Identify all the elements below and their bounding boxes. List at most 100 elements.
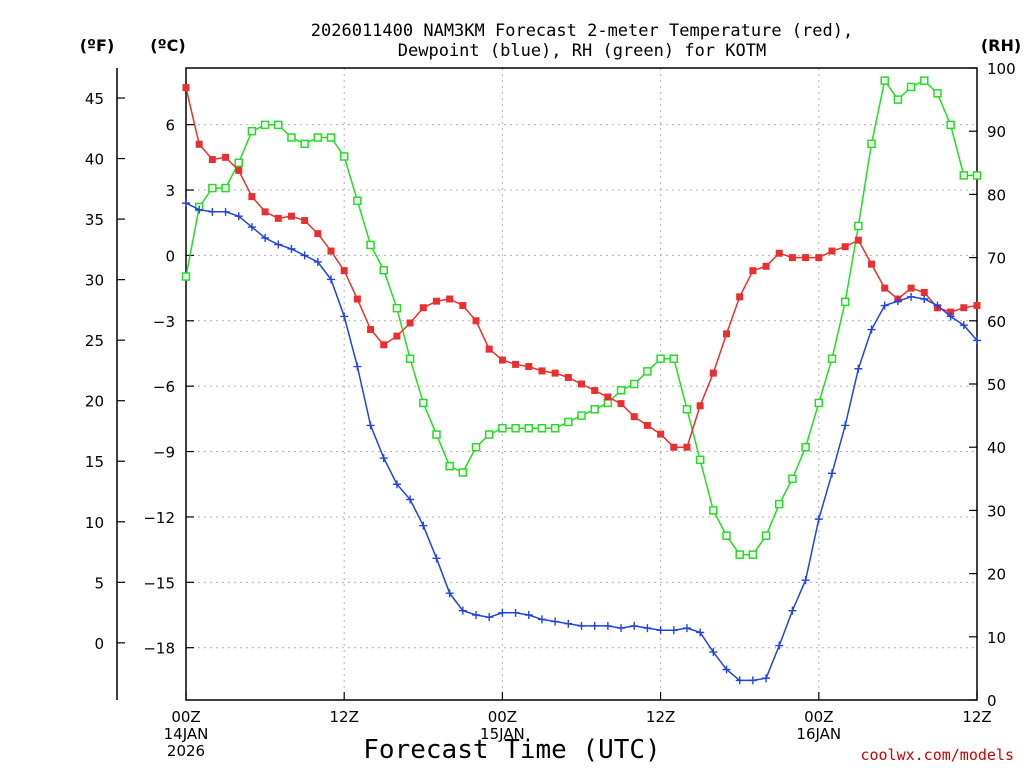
data-point xyxy=(880,301,889,310)
data-point xyxy=(511,608,520,617)
data-point xyxy=(788,606,797,615)
data-point xyxy=(222,153,230,161)
data-point xyxy=(498,608,507,617)
data-point xyxy=(472,611,481,620)
f-tick-label: 35 xyxy=(85,211,104,229)
data-point xyxy=(248,193,256,201)
data-point xyxy=(221,183,230,193)
data-point xyxy=(326,133,336,142)
data-point xyxy=(669,626,678,635)
data-point xyxy=(841,421,850,430)
data-point xyxy=(432,297,440,305)
data-point xyxy=(195,205,204,214)
rh-tick-label: 0 xyxy=(987,692,997,710)
data-point xyxy=(485,345,493,353)
data-point xyxy=(960,304,968,312)
data-point xyxy=(867,325,876,334)
c-tick-label: 6 xyxy=(165,117,175,135)
data-point xyxy=(458,606,467,615)
data-point xyxy=(604,393,612,401)
c-tick-label: 0 xyxy=(165,247,175,265)
data-point xyxy=(761,531,771,540)
data-point xyxy=(274,240,283,249)
data-point xyxy=(643,624,652,633)
data-point xyxy=(959,321,968,330)
data-point xyxy=(419,304,427,312)
data-point xyxy=(670,443,678,451)
data-point xyxy=(814,515,823,524)
data-point xyxy=(471,442,481,452)
data-point xyxy=(234,158,243,168)
data-point xyxy=(775,499,784,509)
data-point xyxy=(445,461,454,471)
data-point xyxy=(972,171,982,180)
data-point xyxy=(616,386,626,395)
data-point xyxy=(182,84,190,92)
f-tick-label: 45 xyxy=(85,90,104,108)
c-tick-label: 3 xyxy=(165,182,175,200)
data-point xyxy=(907,284,915,292)
data-point xyxy=(973,336,981,345)
data-point xyxy=(854,364,863,373)
rh-tick-label: 30 xyxy=(987,502,1006,520)
data-point xyxy=(920,76,929,85)
data-point xyxy=(590,405,599,414)
data-point xyxy=(511,423,520,433)
data-point xyxy=(485,613,494,622)
data-point xyxy=(366,421,375,430)
rh-tick-label: 70 xyxy=(987,250,1006,268)
data-point xyxy=(419,398,428,408)
data-point xyxy=(339,152,349,161)
data-point xyxy=(683,443,691,451)
data-point xyxy=(287,133,296,142)
data-point xyxy=(881,284,889,292)
data-point xyxy=(696,628,705,637)
data-point xyxy=(973,302,981,310)
data-point xyxy=(827,469,836,478)
celsius-unit-label: (ºC) xyxy=(150,36,185,55)
rh-tick-label: 90 xyxy=(987,123,1006,141)
c-tick-label: −18 xyxy=(143,640,175,658)
data-point xyxy=(815,254,823,262)
data-point xyxy=(432,430,441,439)
data-point xyxy=(946,120,955,130)
dewpoint-series xyxy=(182,199,981,685)
data-point xyxy=(577,621,586,630)
data-point xyxy=(591,387,599,395)
data-point xyxy=(695,455,705,465)
data-point xyxy=(247,223,256,232)
data-point xyxy=(484,430,494,439)
data-point xyxy=(709,369,717,377)
data-point xyxy=(617,624,626,633)
rh-tick-label: 50 xyxy=(987,376,1006,394)
data-point xyxy=(208,207,217,216)
c-tick-label: −15 xyxy=(143,574,175,592)
data-point xyxy=(564,619,573,628)
data-point xyxy=(367,326,375,334)
rh-tick-label: 40 xyxy=(987,439,1006,457)
x-tick-label: 00Z xyxy=(804,708,833,726)
data-point xyxy=(748,550,758,559)
data-point xyxy=(788,474,797,484)
data-point xyxy=(722,531,731,540)
data-point xyxy=(867,139,876,149)
data-point xyxy=(802,254,810,262)
series-line xyxy=(185,78,977,556)
data-point xyxy=(933,89,942,98)
f-tick-label: 0 xyxy=(94,635,104,653)
data-point xyxy=(590,621,599,630)
data-point xyxy=(406,319,414,327)
data-point xyxy=(906,82,916,92)
fahrenheit-unit-label: (ºF) xyxy=(80,36,115,55)
data-point xyxy=(524,423,534,433)
data-point xyxy=(235,166,243,174)
data-point xyxy=(538,367,546,375)
data-point xyxy=(181,272,191,281)
data-point xyxy=(380,341,388,349)
data-point xyxy=(709,506,718,515)
f-tick-label: 5 xyxy=(94,574,104,592)
data-point xyxy=(723,330,731,338)
data-point xyxy=(459,302,467,310)
data-point xyxy=(933,301,942,310)
rh-tick-label: 80 xyxy=(987,186,1006,204)
